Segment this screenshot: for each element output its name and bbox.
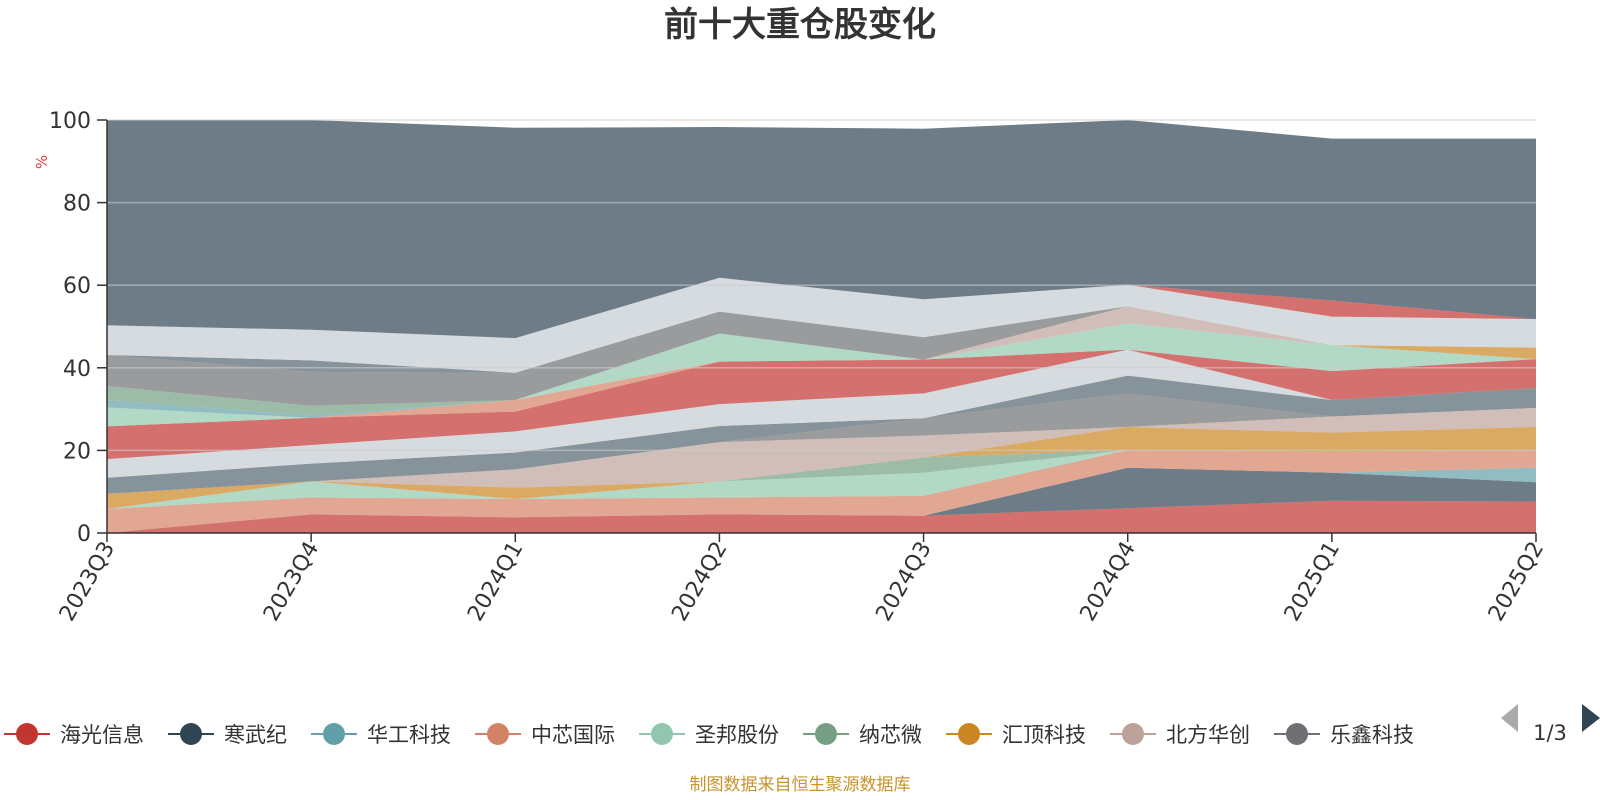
x-tick-label: 2023Q3	[55, 538, 120, 626]
area-band-14	[107, 323, 1536, 427]
x-tick-label: 2024Q3	[871, 538, 936, 626]
area-band-3	[107, 467, 1536, 533]
legend-label: 中芯国际	[531, 723, 615, 747]
legend-item-4[interactable]: 中芯国际	[475, 723, 615, 747]
y-tick-label: 60	[63, 274, 91, 299]
legend-item-7[interactable]: 汇顶科技	[946, 723, 1086, 747]
area-band-5	[107, 450, 1536, 509]
legend-item-6[interactable]: 纳芯微	[803, 723, 922, 747]
area-band-10	[107, 375, 1536, 494]
area-band-21	[107, 277, 1536, 373]
legend-marker-icon	[958, 723, 980, 745]
legend-marker-icon	[487, 723, 509, 745]
legend-item-2[interactable]: 寒武纪	[168, 723, 287, 747]
x-tick-label: 2025Q2	[1484, 538, 1549, 626]
y-tick-label: 0	[77, 522, 91, 547]
area-band-12	[107, 349, 1536, 460]
area-band-4	[107, 450, 1536, 533]
area-band-23	[107, 120, 1536, 339]
area-band-19	[107, 306, 1536, 406]
legend-marker-icon	[1286, 723, 1308, 745]
legend-pager: 1/3	[1501, 704, 1600, 745]
legend-label: 圣邦股份	[695, 723, 779, 747]
area-band-1	[107, 500, 1536, 533]
legend-marker-icon	[323, 723, 345, 745]
legend-item-9[interactable]: 乐鑫科技	[1274, 723, 1414, 747]
legend-label: 华工科技	[367, 723, 451, 747]
legend-marker-icon	[651, 723, 673, 745]
legend: 海光信息 寒武纪 华工科技 中芯国际 圣邦股份 纳芯微 汇顶科技 北方华创 乐鑫科技	[4, 723, 1414, 747]
chart-title: 前十大重仓股变化	[664, 5, 936, 45]
legend-item-1[interactable]: 海光信息	[4, 723, 144, 747]
x-tick-label: 2025Q1	[1280, 538, 1345, 626]
y-axis-label: %	[33, 155, 51, 169]
legend-item-5[interactable]: 圣邦股份	[639, 723, 779, 747]
x-tick-label: 2024Q1	[463, 538, 528, 626]
area-band-13	[107, 349, 1536, 427]
legend-label: 乐鑫科技	[1330, 723, 1414, 747]
area-band-20	[107, 306, 1536, 373]
x-tick-label: 2024Q4	[1076, 538, 1141, 626]
area-band-11	[107, 349, 1536, 478]
area-band-9	[107, 393, 1536, 494]
legend-label: 北方华创	[1166, 723, 1250, 747]
y-tick-label: 80	[63, 192, 91, 217]
legend-marker-icon	[180, 723, 202, 745]
legend-label: 寒武纪	[224, 723, 287, 747]
legend-item-3[interactable]: 华工科技	[311, 723, 451, 747]
area-band-16	[107, 323, 1536, 416]
data-source-note: 制图数据来自恒生聚源数据库	[690, 775, 911, 795]
legend-marker-icon	[1122, 723, 1144, 745]
legend-page-indicator: 1/3	[1533, 721, 1567, 745]
legend-marker-icon	[815, 723, 837, 745]
legend-label: 海光信息	[60, 723, 144, 747]
area-band-2	[107, 467, 1536, 533]
legend-marker-icon	[16, 723, 38, 745]
legend-prev-page-icon[interactable]	[1501, 704, 1518, 732]
stacked-area-layers	[107, 120, 1536, 533]
y-tick-label: 20	[63, 439, 91, 464]
y-tick-label: 40	[63, 357, 91, 382]
legend-item-8[interactable]: 北方华创	[1110, 723, 1250, 747]
legend-label: 汇顶科技	[1002, 723, 1086, 747]
legend-label: 纳芯微	[859, 723, 922, 747]
area-band-7	[107, 426, 1536, 509]
x-tick-label: 2023Q4	[259, 538, 324, 626]
legend-next-page-icon[interactable]	[1582, 704, 1600, 732]
grid-lines	[107, 119, 1536, 452]
y-tick-label: 100	[49, 109, 91, 134]
x-tick-label: 2024Q2	[667, 538, 732, 626]
